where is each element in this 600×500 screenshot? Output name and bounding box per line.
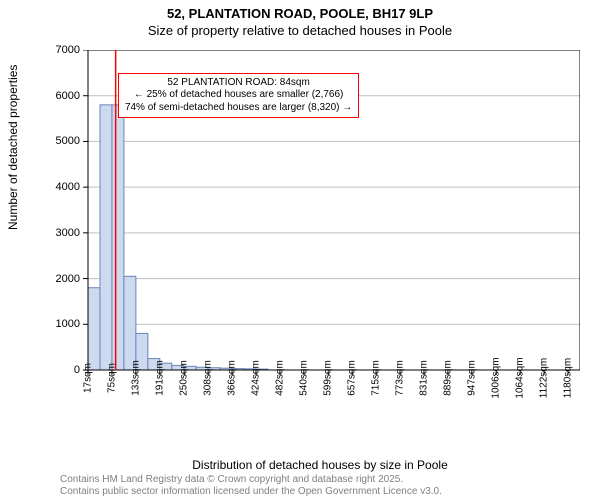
x-tick-label: 308sqm — [203, 360, 214, 396]
chart-title: 52, PLANTATION ROAD, POOLE, BH17 9LP — [0, 6, 600, 21]
annotation-line-1: ← 25% of detached houses are smaller (2,… — [125, 89, 352, 102]
annotation-title: 52 PLANTATION ROAD: 84sqm — [125, 77, 352, 90]
x-tick-label: 17sqm — [83, 363, 94, 393]
x-tick-label: 1180sqm — [563, 358, 574, 398]
x-tick-label: 1006sqm — [491, 357, 502, 398]
x-tick-label: 599sqm — [323, 360, 334, 396]
x-tick-label: 540sqm — [298, 360, 309, 396]
x-axis-label: Distribution of detached houses by size … — [60, 458, 580, 472]
x-tick-label: 773sqm — [395, 360, 406, 396]
y-tick-label: 3000 — [56, 227, 80, 239]
y-tick-label: 4000 — [56, 181, 80, 193]
x-tick-label: 75sqm — [106, 363, 117, 393]
y-tick-label: 2000 — [56, 273, 80, 285]
annotation-line-2: 74% of semi-detached houses are larger (… — [125, 102, 352, 115]
x-tick-label: 424sqm — [250, 360, 261, 396]
x-tick-label: 657sqm — [347, 360, 358, 396]
annotation-box: 52 PLANTATION ROAD: 84sqm ← 25% of detac… — [118, 73, 359, 119]
x-tick-label: 133sqm — [130, 360, 141, 396]
credits: Contains HM Land Registry data © Crown c… — [60, 474, 442, 498]
x-tick-label: 482sqm — [274, 360, 285, 396]
y-axis-label: Number of detached properties — [6, 65, 20, 230]
credit-line-2: Contains public sector information licen… — [60, 486, 442, 498]
x-tick-label: 715sqm — [371, 360, 382, 396]
y-tick-label: 7000 — [56, 44, 80, 56]
x-tick-label: 1122sqm — [539, 358, 550, 398]
chart-container: 52, PLANTATION ROAD, POOLE, BH17 9LP Siz… — [0, 0, 600, 500]
x-tick-label: 947sqm — [466, 360, 477, 396]
x-tick-label: 250sqm — [179, 360, 190, 396]
x-tick-label: 831sqm — [418, 360, 429, 396]
plot-area: 01000200030004000500060007000 17sqm75sqm… — [60, 50, 580, 420]
title-block: 52, PLANTATION ROAD, POOLE, BH17 9LP Siz… — [0, 0, 600, 38]
y-tick-label: 0 — [74, 364, 80, 376]
x-tick-label: 1064sqm — [515, 357, 526, 398]
y-tick-label: 5000 — [56, 135, 80, 147]
x-tick-label: 889sqm — [442, 360, 453, 396]
y-tick-label: 1000 — [56, 318, 80, 330]
credit-line-1: Contains HM Land Registry data © Crown c… — [60, 474, 442, 486]
chart-subtitle: Size of property relative to detached ho… — [0, 23, 600, 38]
y-tick-label: 6000 — [56, 90, 80, 102]
x-tick-label: 191sqm — [154, 360, 165, 396]
x-tick-label: 366sqm — [227, 360, 238, 396]
